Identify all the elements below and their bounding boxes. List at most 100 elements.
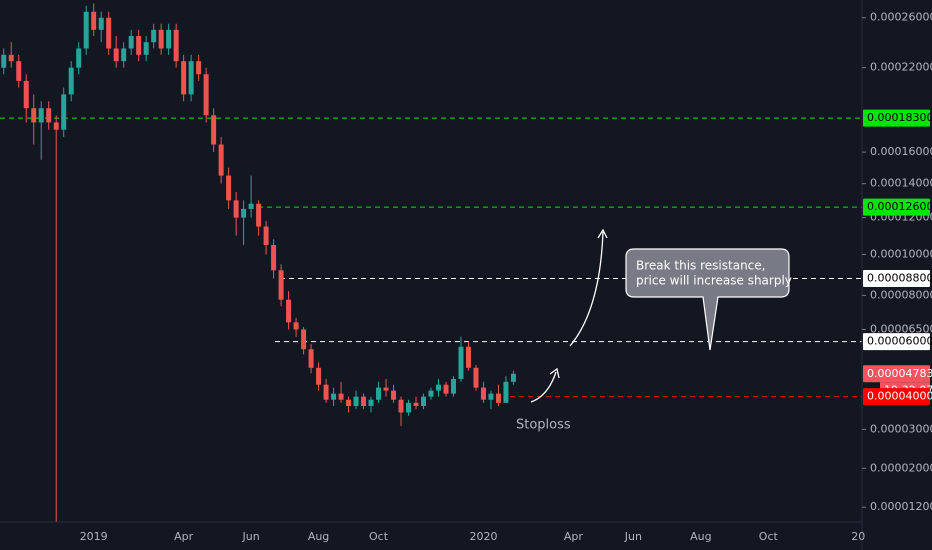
candle-body	[121, 48, 127, 62]
candle-body	[203, 74, 209, 116]
x-tick-label: 2019	[80, 530, 108, 543]
y-tick-label: 0.00014000	[870, 177, 932, 190]
candle-body	[406, 402, 412, 413]
candle-body	[211, 115, 217, 145]
candle-body	[435, 384, 441, 391]
candle-body	[23, 80, 29, 109]
candle-body	[413, 402, 419, 406]
candle-body	[256, 203, 262, 227]
level-badge-label: 0.00008800	[867, 271, 932, 284]
candle-body	[488, 393, 494, 400]
candle-body	[421, 396, 427, 406]
candle-body	[368, 399, 374, 406]
candle-body	[196, 61, 202, 75]
candle-body	[301, 329, 307, 350]
candle-body	[383, 387, 389, 391]
candle-body	[293, 322, 299, 330]
callout-text: Break this resistance,	[636, 259, 765, 273]
candle-body	[428, 390, 434, 397]
candle-body	[480, 387, 486, 400]
x-tick-label: 20	[851, 530, 865, 543]
x-tick-label: Jun	[624, 530, 642, 543]
candle-body	[233, 200, 239, 218]
y-tick-label: 0.00001200	[870, 500, 932, 513]
arrow-head	[549, 367, 560, 379]
level-badge	[863, 388, 930, 406]
candle-body	[218, 144, 224, 176]
candle-body	[226, 175, 232, 201]
x-tick-label: Apr	[564, 530, 584, 543]
candle-body	[68, 67, 74, 95]
level-badge	[863, 109, 930, 127]
candle-body	[510, 373, 516, 382]
candle-body	[361, 396, 367, 406]
candle-body	[323, 384, 329, 400]
candle-body	[271, 244, 277, 271]
candle-body	[286, 299, 292, 323]
arrow	[530, 371, 557, 403]
candle-body	[91, 11, 97, 30]
candle-body	[106, 17, 112, 49]
candle-body	[248, 203, 254, 209]
x-tick-label: Oct	[759, 530, 779, 543]
candle-body	[158, 29, 164, 49]
level-badge	[863, 269, 930, 287]
candle-body	[188, 61, 194, 95]
y-tick-label: 0.00008000	[870, 288, 932, 301]
level-badge	[863, 333, 930, 351]
candle-body	[398, 399, 404, 413]
level-badge-label: 0.00006000	[867, 335, 932, 348]
candle-body	[346, 399, 352, 406]
candle-body	[113, 48, 119, 62]
y-tick-label: 0.00022000	[870, 61, 932, 74]
candle-body	[391, 390, 397, 400]
stoploss-label: Stoploss	[516, 418, 571, 433]
candle-body	[151, 29, 157, 43]
plot-area	[0, 3, 862, 522]
arrow	[569, 231, 604, 347]
candle-body	[278, 270, 284, 300]
candle-body	[308, 349, 314, 368]
y-tick-label: 0.00003000	[870, 422, 932, 435]
x-tick-label: 2020	[469, 530, 497, 543]
level-badge	[863, 198, 930, 216]
candle-body	[46, 108, 52, 123]
candle-body	[473, 367, 479, 388]
level-badge-label: 0.00004000	[867, 390, 932, 403]
last-price-badge	[863, 365, 930, 383]
candle-body	[338, 393, 344, 400]
callout-box	[625, 248, 790, 351]
candle-body	[353, 396, 359, 406]
candle-body	[53, 122, 59, 130]
candle-body	[8, 54, 14, 62]
candle-body	[173, 29, 179, 62]
y-tick-label: 0.00006500	[870, 322, 932, 335]
candle-body	[1, 54, 7, 68]
x-tick-label: Jun	[242, 530, 260, 543]
candle-body	[143, 42, 149, 55]
candle-body	[458, 346, 464, 379]
level-badge-label: 0.00012600	[867, 200, 932, 213]
candle-body	[83, 11, 89, 49]
candle-body	[443, 384, 449, 394]
y-tick-label: 0.00002000	[870, 461, 932, 474]
candle-body	[316, 367, 322, 385]
candle-body	[450, 378, 456, 394]
candle-body	[31, 108, 37, 123]
y-tick-label: 0.00010000	[870, 248, 932, 261]
candle-body	[98, 17, 104, 30]
level-badge-label: 0.00018300	[867, 111, 932, 124]
last-price-badge-label: 0.00004783	[867, 367, 932, 380]
candle-body	[331, 393, 337, 400]
candle-body	[241, 208, 247, 218]
y-tick-label: 0.00026000	[870, 11, 932, 24]
callout-text: price will increase sharply	[636, 274, 792, 288]
candle-body	[376, 387, 382, 400]
candle-body	[495, 393, 501, 403]
arrow-head	[597, 228, 608, 239]
candle-body	[76, 48, 82, 68]
candle-body	[465, 346, 471, 368]
y-tick-label: 0.00016000	[870, 145, 932, 158]
